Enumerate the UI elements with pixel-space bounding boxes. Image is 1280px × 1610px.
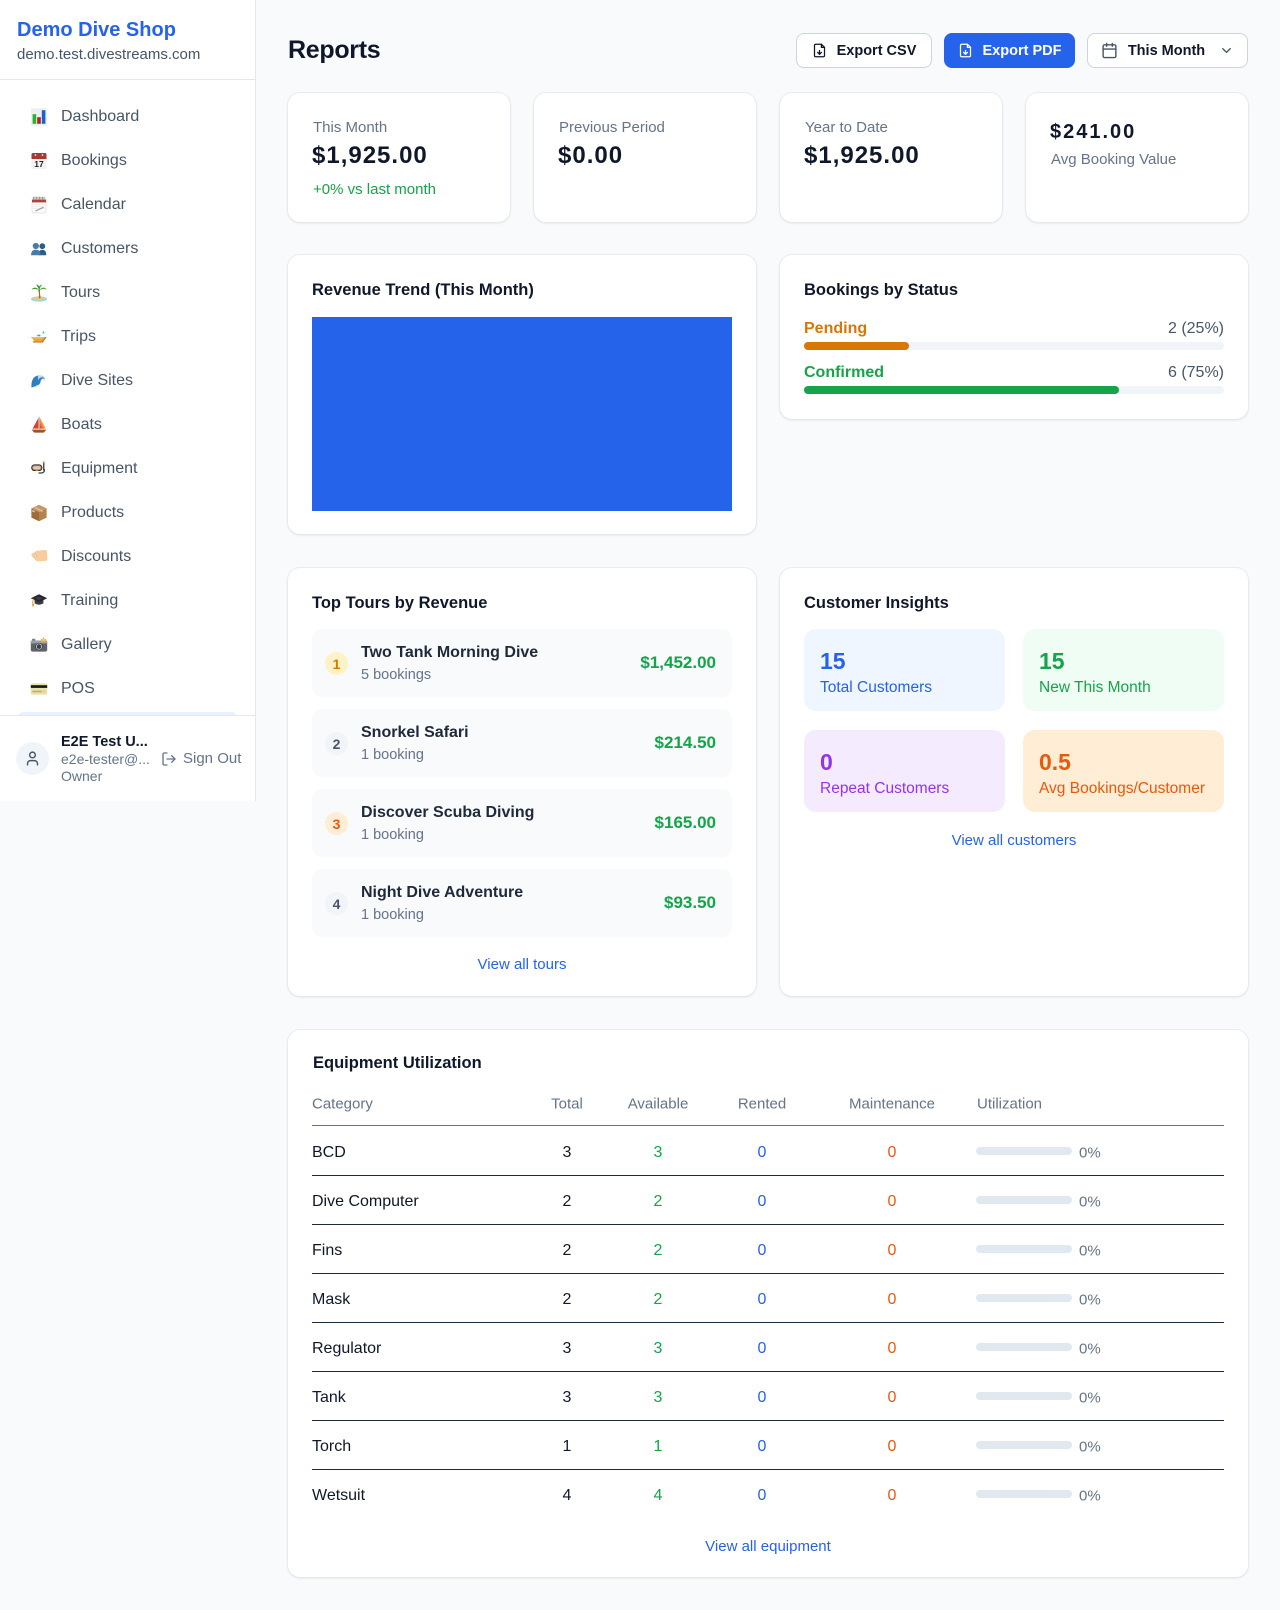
svg-text:17: 17 — [34, 159, 44, 169]
